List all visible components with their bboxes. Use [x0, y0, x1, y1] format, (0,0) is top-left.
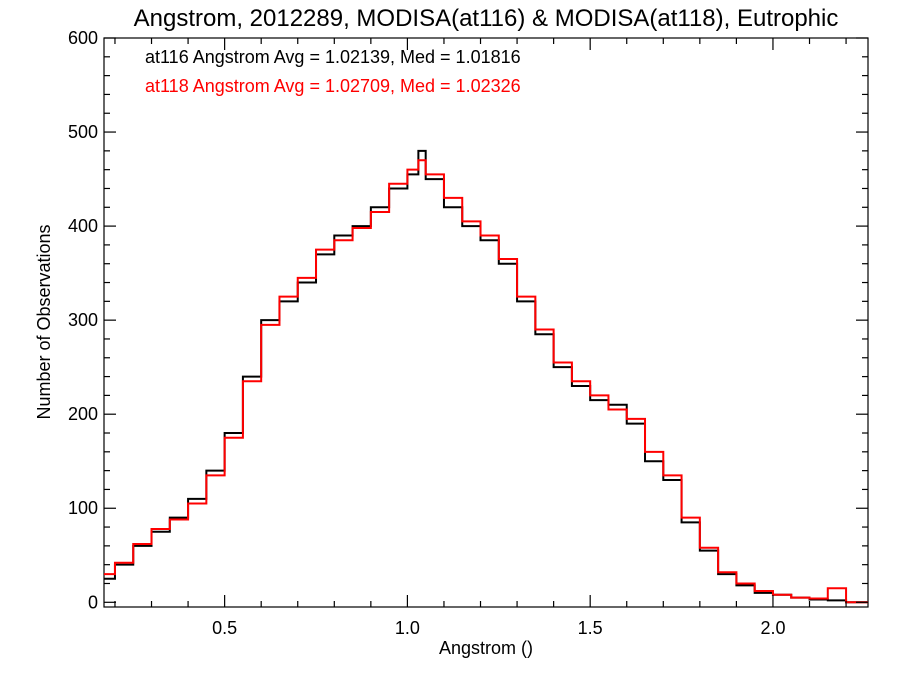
x-tick-label: 1.5: [578, 618, 603, 638]
plot-frame: [103, 37, 869, 608]
series-at116-line: [104, 149, 868, 604]
legend: at116 Angstrom Avg = 1.02139, Med = 1.01…: [145, 47, 521, 96]
y-tick-label: 0: [88, 592, 98, 612]
series-at118-line: [104, 159, 868, 604]
series-layer: [104, 149, 868, 604]
ticks-layer: 0.5 1.0 1.5 2.0 0 100 200 300 400 500 600: [68, 28, 868, 638]
y-tick-label: 500: [68, 122, 98, 142]
y-tick-label: 100: [68, 498, 98, 518]
y-tick-label: 200: [68, 404, 98, 424]
x-axis-label: Angstrom (): [439, 638, 533, 658]
x-tick-label: 2.0: [760, 618, 785, 638]
chart-title: Angstrom, 2012289, MODISA(at116) & MODIS…: [134, 5, 839, 32]
y-axis-label: Number of Observations: [34, 224, 54, 419]
x-tick-label: 1.0: [395, 618, 420, 638]
x-tick-label: 0.5: [212, 618, 237, 638]
y-tick-label: 300: [68, 310, 98, 330]
y-tick-label: 600: [68, 28, 98, 48]
legend-entry-at118: at118 Angstrom Avg = 1.02709, Med = 1.02…: [145, 76, 521, 96]
legend-entry-at116: at116 Angstrom Avg = 1.02139, Med = 1.01…: [145, 47, 521, 67]
y-tick-label: 400: [68, 216, 98, 236]
